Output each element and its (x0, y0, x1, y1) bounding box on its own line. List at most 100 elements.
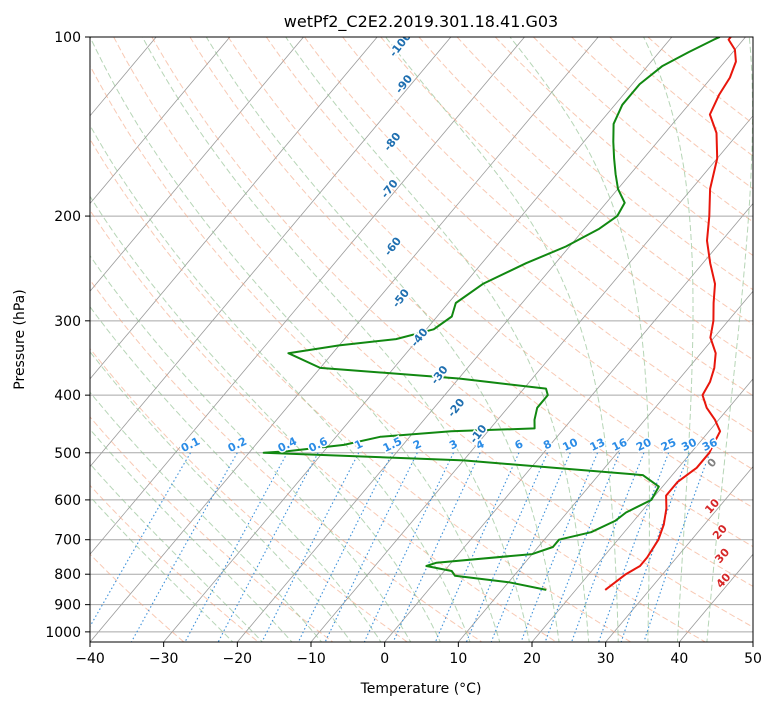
x-tick-label: 40 (670, 651, 688, 667)
y-tick-label: 700 (54, 533, 81, 549)
moist-adiabat-line (90, 391, 323, 642)
mixing-ratio-line (261, 452, 360, 642)
moist-adiabat-line (90, 305, 382, 642)
mixing-ratio-line (520, 452, 599, 642)
moist-adiabat-label: -20 (445, 396, 468, 420)
mixing-ratio-line (465, 452, 549, 642)
isotherm-line (163, 37, 673, 642)
mixing-ratio-line (90, 452, 191, 628)
isotherm-line (90, 37, 304, 292)
mixing-ratio-label: 10 (560, 435, 580, 454)
y-tick-label: 200 (54, 209, 81, 225)
dry-adiabat-line (90, 553, 185, 642)
x-tick-label: 50 (744, 651, 762, 667)
temperature-profile-line (604, 37, 737, 591)
x-tick-label: −20 (223, 651, 253, 667)
isotherm-line (0, 37, 9, 644)
dry-adiabat-label: 0 (705, 455, 720, 470)
moist-adiabat-label: -30 (428, 363, 451, 387)
background-lines (0, 37, 753, 644)
mixing-ratio-label: 2 (411, 437, 424, 452)
isotherm-line (90, 37, 599, 642)
isotherm-line (90, 37, 452, 468)
moist-adiabat-label: -40 (408, 325, 431, 349)
moist-adiabat-label: -90 (393, 72, 416, 96)
moist-adiabat-label: -70 (378, 177, 401, 201)
y-tick-label: 1000 (45, 625, 81, 641)
dry-adiabat-line (113, 37, 753, 628)
isotherm-line (384, 202, 753, 642)
x-tick-label: −10 (296, 651, 326, 667)
x-tick-label: 10 (449, 651, 467, 667)
moist-adiabat-line (285, 37, 590, 642)
mixing-ratio-label: 0.1 (179, 435, 202, 455)
mixing-ratio-line (620, 452, 690, 642)
moist-adiabat-line (90, 350, 352, 642)
x-tick-label: −40 (75, 651, 105, 667)
y-tick-label: 600 (54, 493, 81, 509)
plot-area: 0.1 0.2 0.4 0.6 1 1.5 2 3 4 6 8 10 13 16 20 25 30 36-100-… (0, 29, 754, 644)
moist-adiabat-label: -80 (381, 130, 404, 154)
isotherm-line (236, 37, 746, 642)
moist-adiabat-line (90, 37, 501, 642)
dry-adiabat-line (90, 347, 409, 642)
mixing-ratio-line (571, 452, 645, 642)
mixing-ratio-label: 8 (541, 437, 554, 452)
mixing-ratio-label: 0.4 (276, 435, 300, 455)
mixing-ratio-label: 6 (513, 437, 526, 452)
dry-adiabat-line (90, 416, 334, 642)
isotherm-line (90, 37, 525, 555)
dry-adiabat-line (90, 209, 558, 642)
moist-adiabat-label: -50 (390, 286, 413, 310)
mixing-ratio-label: 20 (634, 435, 654, 454)
mixing-ratio-label: 1 (352, 437, 365, 452)
dry-adiabat-label: 30 (712, 546, 732, 566)
y-tick-label: 100 (54, 30, 81, 46)
mixing-ratio-line (217, 452, 319, 642)
sounding-profiles (262, 37, 737, 591)
mixing-ratio-line (434, 452, 520, 642)
y-tick-label: 300 (54, 314, 81, 330)
mixing-ratio-label: 25 (659, 436, 678, 454)
y-tick-label: 400 (54, 388, 81, 404)
y-axis-label: Pressure (hPa) (12, 289, 28, 389)
mixing-ratio-line (598, 452, 670, 642)
dry-adiabat-line (90, 279, 483, 642)
mixing-ratio-label: 0.2 (226, 435, 249, 455)
moist-adiabat-line (141, 37, 530, 642)
isotherm-line (90, 37, 231, 205)
moist-adiabat-line (385, 37, 619, 642)
mixing-ratio-line (297, 452, 393, 642)
dry-adiabat-line (151, 37, 753, 587)
isotherm-line (605, 465, 753, 642)
dry-adiabat-label: 20 (710, 522, 730, 542)
x-tick-label: 20 (523, 651, 541, 667)
dry-adiabat-line (533, 37, 753, 223)
mixing-ratio-line (544, 452, 621, 642)
isotherm-line (531, 378, 753, 642)
mixing-ratio-line (363, 452, 454, 642)
isotherm-line (752, 641, 753, 642)
y-tick-label: 800 (54, 567, 81, 583)
x-tick-label: 30 (597, 651, 615, 667)
chart-title: wetPf2_C2E2.2019.301.18.41.G03 (284, 12, 558, 32)
moist-adiabat-line (90, 463, 264, 642)
dry-adiabat-line (609, 37, 753, 157)
mixing-ratio-line (643, 452, 711, 642)
line-labels: 0.1 0.2 0.4 0.6 1 1.5 2 3 4 6 8 10 13 16 20 25 30 36-100-… (177, 29, 735, 592)
dewpoint-profile-line (262, 37, 721, 591)
x-axis-ticks: −40 −30 −20 −10 0 10 20 30 40 50 (75, 642, 762, 667)
y-tick-label: 500 (54, 446, 81, 462)
mixing-ratio-line (324, 452, 418, 642)
dry-adiabat-line (90, 138, 632, 642)
dry-adiabat-line (304, 37, 753, 433)
dry-adiabat-line (90, 64, 707, 642)
dry-adiabat-label: 40 (714, 570, 734, 590)
mixing-ratio-label: 30 (679, 435, 699, 454)
moist-adiabat-label: -100 (387, 29, 414, 59)
moist-adiabat-line (706, 37, 753, 642)
isotherm-line (90, 37, 378, 380)
mixing-ratio-label: 1.5 (381, 435, 404, 455)
mixing-ratio-label: 0.6 (306, 435, 330, 455)
